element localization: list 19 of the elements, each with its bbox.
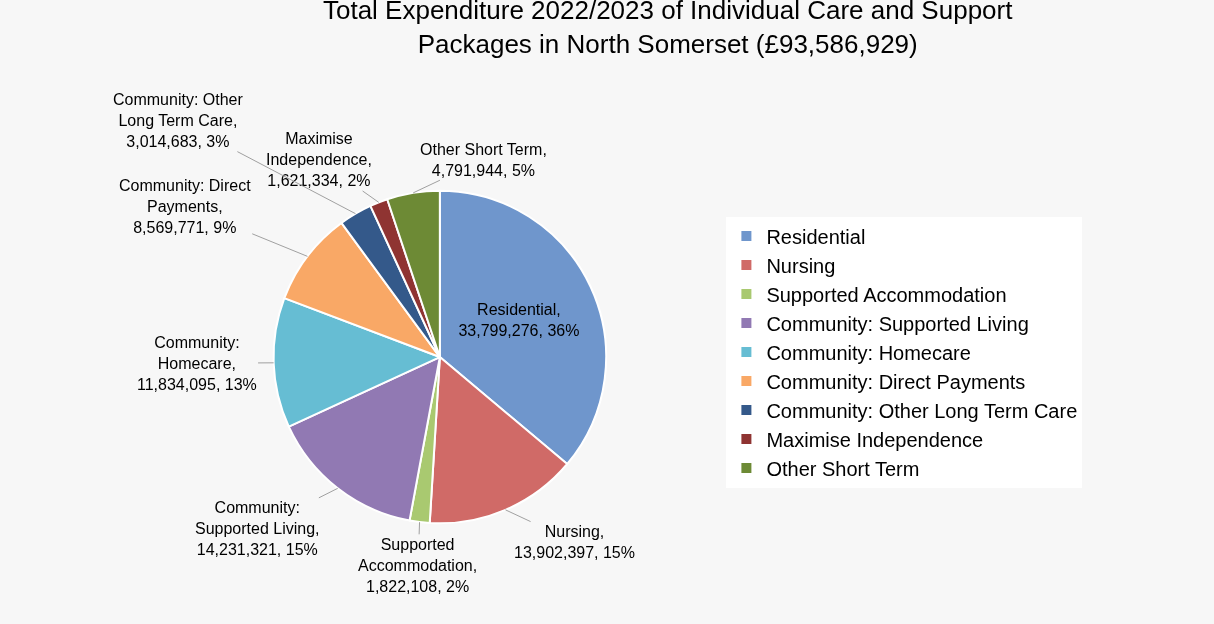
data-label: Community: Other Long Term Care, 3,014,683, 3% — [113, 91, 244, 150]
data-label: Supported Accommodation, 1,822,108, 2% — [358, 536, 478, 595]
data-label: Other Short Term, 4,791,944, 5% — [420, 141, 547, 179]
data-label: Residential, 33,799,276, 36% — [458, 301, 580, 340]
data-label: Nursing, 13,902,397, 15% — [514, 523, 635, 561]
legend-label: Nursing — [766, 254, 836, 277]
data-label: Maximise Independence, 1,621,334, 2% — [266, 130, 372, 189]
legend-label: Community: Supported Living — [766, 312, 1029, 335]
legend-label: Other Short Term — [766, 457, 920, 480]
data-label: Community: Direct Payments, 8,569,771, 9% — [119, 177, 252, 236]
data-label: Community: Homecare, 11,834,095, 13% — [137, 334, 257, 393]
legend-label: Community: Other Long Term Care — [766, 399, 1078, 422]
legend-label: Supported Accommodation — [766, 283, 1007, 306]
legend-label: Community: Homecare — [766, 341, 971, 364]
chart-title: Total Expenditure 2022/2023 of Individual Care and Support Packages in North Somerset (£93,586,929) — [322, 0, 1014, 59]
data-label: Community: Supported Living, 14,231,321, 15% — [195, 499, 320, 558]
legend-label: Maximise Independence — [766, 428, 984, 451]
legend-label: Community: Direct Payments — [766, 370, 1026, 393]
legend-label: Residential — [766, 225, 866, 248]
